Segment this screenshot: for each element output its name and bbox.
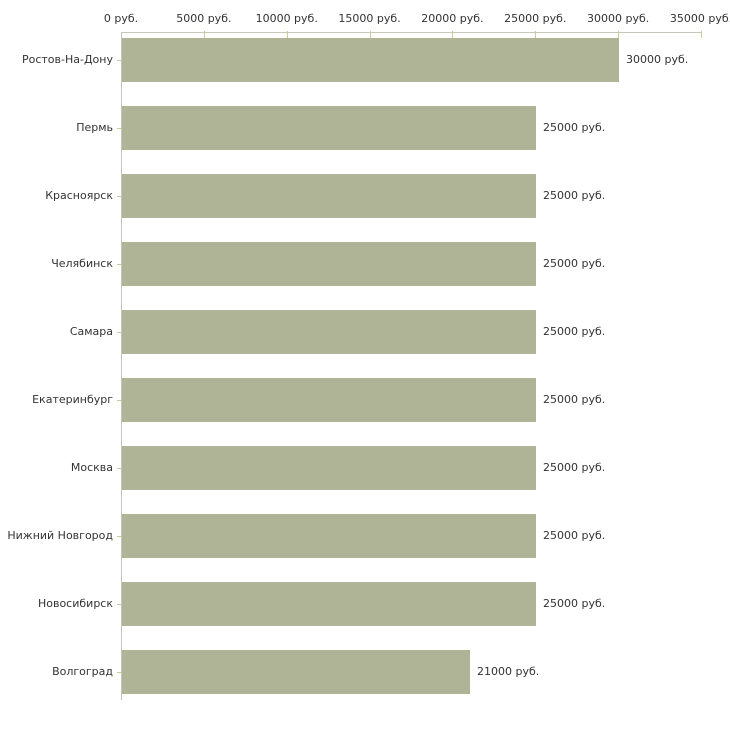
category-tick-mark [117,400,121,401]
category-label: Екатеринбург [32,393,113,406]
bar [122,582,536,626]
category-label: Красноярск [45,189,113,202]
bar [122,174,536,218]
x-tick-label: 20000 руб. [421,12,484,25]
category-label: Москва [70,461,113,474]
category-tick-mark [117,60,121,61]
x-tick-label: 30000 руб. [587,12,650,25]
bar [122,38,619,82]
x-tick-label: 5000 руб. [176,12,232,25]
category-label: Челябинск [51,257,113,270]
category-label: Волгоград [52,665,113,678]
category-tick-mark [117,536,121,537]
x-tick-mark [701,31,702,38]
category-label: Ростов-На-Дону [21,53,113,66]
bar-value-label: 25000 руб. [543,529,606,542]
x-tick-mark [535,31,537,38]
x-tick-mark [286,31,288,38]
x-tick-mark [618,31,620,38]
bar-value-label: 25000 руб. [543,461,606,474]
y-axis-line [121,32,122,700]
category-tick-mark [117,332,121,333]
x-tick-label: 0 руб. [103,12,139,25]
bar-value-label: 25000 руб. [543,257,606,270]
bar-value-label: 25000 руб. [543,325,606,338]
category-label: Пермь [76,121,113,134]
x-axis-line [121,32,702,33]
bar-value-label: 21000 руб. [477,665,540,678]
bar-value-label: 25000 руб. [543,393,606,406]
bar [122,378,536,422]
bar [122,446,536,490]
x-tick-label: 35000 руб. [669,12,730,25]
category-tick-mark [117,128,121,129]
category-label: Самара [69,325,113,338]
category-tick-mark [117,468,121,469]
x-tick-label: 25000 руб. [504,12,567,25]
x-tick-label: 10000 руб. [255,12,318,25]
category-label: Нижний Новгород [7,529,113,542]
bar [122,514,536,558]
bar-value-label: 30000 руб. [626,53,689,66]
bar-value-label: 25000 руб. [543,121,606,134]
bar-value-label: 25000 руб. [543,597,606,610]
category-tick-mark [117,264,121,265]
bar [122,106,536,150]
category-tick-mark [117,196,121,197]
bar [122,310,536,354]
x-tick-mark [203,31,205,38]
x-tick-mark [369,31,371,38]
x-tick-label: 15000 руб. [338,12,401,25]
category-tick-mark [117,604,121,605]
category-tick-mark [117,672,121,673]
category-label: Новосибирск [37,597,113,610]
bar [122,650,470,694]
x-tick-mark [452,31,454,38]
bar-value-label: 25000 руб. [543,189,606,202]
bar [122,242,536,286]
